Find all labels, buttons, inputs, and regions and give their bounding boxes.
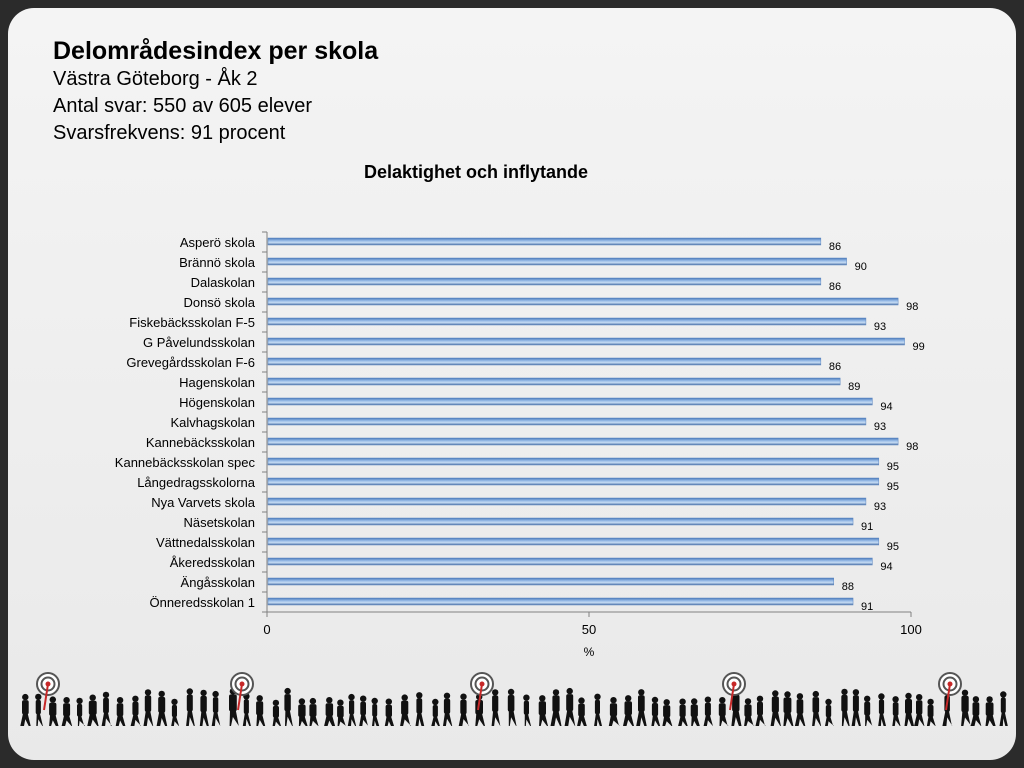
target-icon xyxy=(470,672,494,711)
bar xyxy=(267,377,841,386)
data-label: 86 xyxy=(829,281,841,293)
data-label: 86 xyxy=(829,361,841,373)
subtitle-response-rate: Svarsfrekvens: 91 procent xyxy=(53,122,286,144)
bar xyxy=(267,277,822,286)
bar xyxy=(267,497,867,506)
bar xyxy=(267,477,880,486)
y-tick-label: Högenskolan xyxy=(179,395,255,410)
y-tick-label: Nya Varvets skola xyxy=(151,495,256,510)
data-label: 93 xyxy=(874,421,886,433)
data-label: 90 xyxy=(855,261,867,273)
bar xyxy=(267,397,873,406)
target-icon xyxy=(36,672,60,711)
y-tick-label: Önneredsskolan 1 xyxy=(149,595,255,610)
slide: Delområdesindex per skola Västra Götebor… xyxy=(8,8,1016,760)
bar xyxy=(267,517,854,526)
bar xyxy=(267,257,847,266)
bar xyxy=(267,557,873,566)
bar xyxy=(267,317,867,326)
y-tick-label: Donsö skola xyxy=(183,295,255,310)
data-label: 95 xyxy=(887,541,899,553)
bar xyxy=(267,237,822,246)
chart-title: Delaktighet och inflytande xyxy=(363,162,589,182)
bar xyxy=(267,337,905,346)
y-tick-label: Fiskebäcksskolan F-5 xyxy=(129,315,255,330)
data-label: 93 xyxy=(874,321,886,333)
subtitle-area: Västra Göteborg - Åk 2 xyxy=(53,68,258,90)
bar xyxy=(267,577,834,586)
data-label: 94 xyxy=(880,401,892,413)
x-tick-label: 50 xyxy=(582,622,596,637)
data-label: 91 xyxy=(861,601,873,613)
bar xyxy=(267,597,854,606)
data-label: 95 xyxy=(887,481,899,493)
target-icon xyxy=(230,672,254,711)
bar-chart: Asperö skola 86 Brännö skola 90 Dalaskolan 86… xyxy=(115,231,925,659)
y-tick-label: Åkeredsskolan xyxy=(170,555,255,570)
y-tick-label: Kalvhagskolan xyxy=(170,415,255,430)
data-label: 89 xyxy=(848,381,860,393)
data-label: 91 xyxy=(861,521,873,533)
y-tick-label: Asperö skola xyxy=(180,235,256,250)
data-label: 88 xyxy=(842,581,854,593)
y-tick-label: Hagenskolan xyxy=(179,375,255,390)
walking-people-silhouettes xyxy=(20,687,1008,726)
x-axis-label: % xyxy=(584,645,595,659)
bar xyxy=(267,457,880,466)
y-tick-label: Kannebäcksskolan spec xyxy=(115,455,256,470)
data-label: 98 xyxy=(906,441,918,453)
y-tick-label: G Påvelundsskolan xyxy=(143,335,255,350)
data-label: 86 xyxy=(829,241,841,253)
target-icon xyxy=(938,672,962,711)
bar xyxy=(267,537,880,546)
data-label: 94 xyxy=(880,561,892,573)
y-tick-label: Långedragsskolorna xyxy=(137,475,256,490)
x-tick-label: 100 xyxy=(900,622,922,637)
bar xyxy=(267,357,822,366)
header: Delområdesindex per skola Västra Götebor… xyxy=(53,36,378,147)
subtitle-responses: Antal svar: 550 av 605 elever xyxy=(53,95,313,117)
data-label: 98 xyxy=(906,301,918,313)
bar xyxy=(267,297,899,306)
data-label: 93 xyxy=(874,501,886,513)
bar xyxy=(267,437,899,446)
page-title: Delområdesindex per skola xyxy=(53,37,379,65)
bar xyxy=(267,417,867,426)
y-tick-label: Dalaskolan xyxy=(191,275,255,290)
x-tick-label: 0 xyxy=(263,622,270,637)
target-icon xyxy=(722,672,746,711)
y-tick-label: Kannebäcksskolan xyxy=(146,435,255,450)
data-label: 95 xyxy=(887,461,899,473)
y-tick-label: Ängåsskolan xyxy=(181,575,255,590)
y-tick-label: Grevegårdsskolan F-6 xyxy=(126,355,255,370)
y-tick-label: Brännö skola xyxy=(179,255,256,270)
y-tick-label: Näsetskolan xyxy=(183,515,255,530)
data-label: 99 xyxy=(913,341,925,353)
y-tick-label: Vättnedalsskolan xyxy=(156,535,255,550)
people-crowd-decoration xyxy=(20,672,1008,726)
